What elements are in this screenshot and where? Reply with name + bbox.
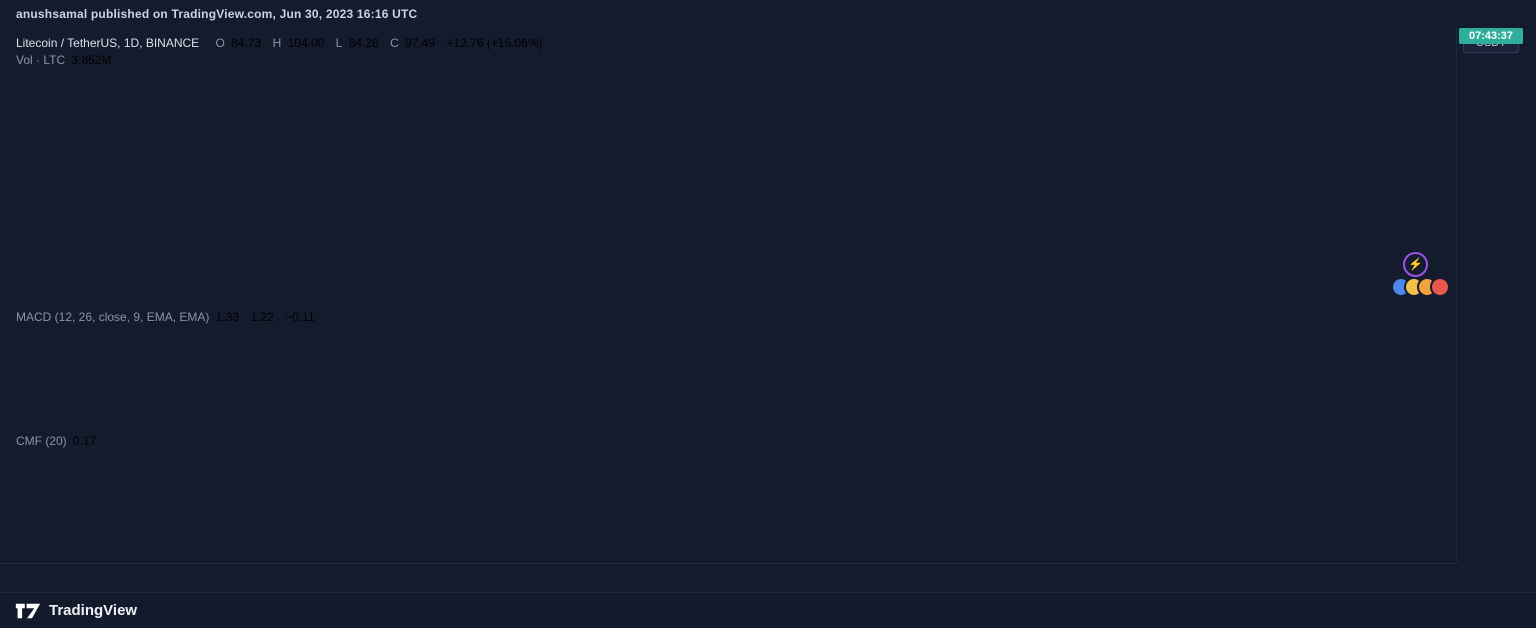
high-value: 104.00 <box>287 36 325 50</box>
price-chart-canvas[interactable] <box>0 28 1536 563</box>
low-label: L <box>335 36 343 50</box>
symbol-title[interactable]: Litecoin / TetherUS, 1D, BINANCE <box>16 36 200 50</box>
cmf-title[interactable]: CMF (20) <box>16 434 67 448</box>
macd-signal-value: −0.11 <box>285 310 315 324</box>
macd-title[interactable]: MACD (12, 26, close, 9, EMA, EMA) <box>16 310 210 324</box>
publish-header: anushsamal published on TradingView.com,… <box>16 7 418 21</box>
open-value: 84.73 <box>231 36 262 50</box>
price-axis[interactable]: USDT 97.49 07:43:37 <box>1456 28 1536 563</box>
macd-histogram-value: 1.33 <box>215 310 240 324</box>
low-value: 84.28 <box>348 36 379 50</box>
tradingview-logo[interactable] <box>14 601 41 621</box>
lightning-icon[interactable]: ⚡ <box>1403 252 1428 277</box>
reactions-icons[interactable] <box>1391 277 1450 297</box>
macd-line-value: 1.22 <box>250 310 274 324</box>
time-axis[interactable] <box>0 563 1456 593</box>
footer-bar: TradingView <box>0 592 1536 628</box>
volume-value: 3.852M <box>71 53 112 67</box>
volume-legend: Vol · LTC 3.852M <box>16 53 120 67</box>
cmf-legend: CMF (20) 0.17 <box>16 434 104 448</box>
tradingview-brand[interactable]: TradingView <box>49 602 138 619</box>
chart-reaction-widgets: ⚡ <box>1378 252 1452 300</box>
change-value: +12.76 (+15.06%) <box>446 36 543 50</box>
open-label: O <box>215 36 225 50</box>
cmf-value: 0.17 <box>73 434 97 448</box>
close-value: 97.49 <box>405 36 436 50</box>
close-label: C <box>390 36 399 50</box>
high-label: H <box>272 36 282 50</box>
symbol-legend: Litecoin / TetherUS, 1D, BINANCE O 84.73… <box>16 36 551 50</box>
candle-countdown-badge: 07:43:37 <box>1459 28 1523 44</box>
macd-legend: MACD (12, 26, close, 9, EMA, EMA) 1.33 1… <box>16 310 323 324</box>
reaction-red-icon <box>1430 277 1450 297</box>
volume-label: Vol · LTC <box>16 53 66 67</box>
